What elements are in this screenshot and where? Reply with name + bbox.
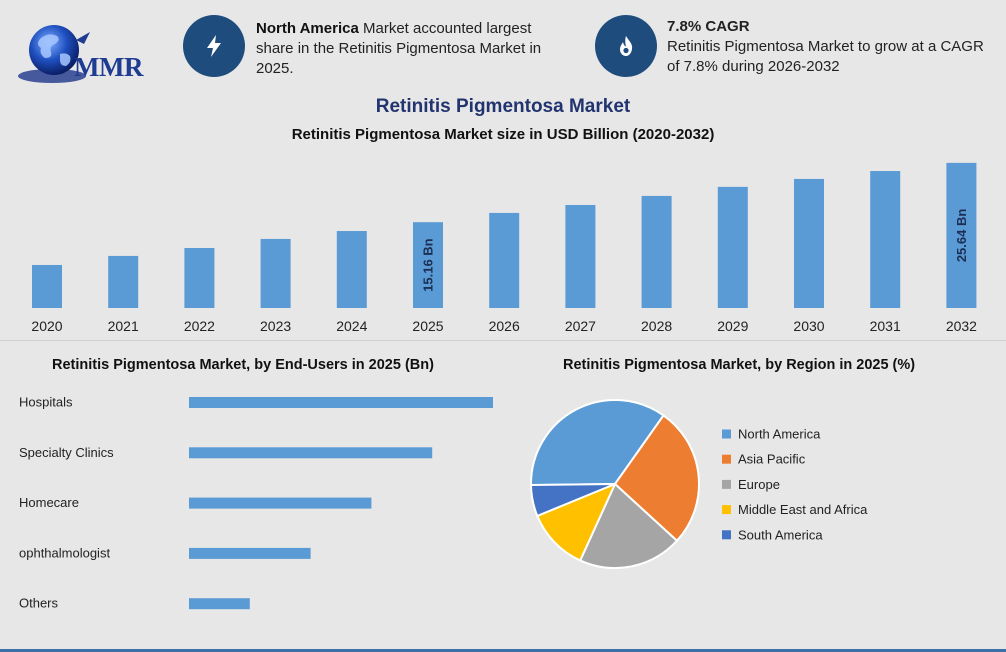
end-user-bar (189, 397, 493, 408)
pie-slice (578, 482, 679, 569)
legend-swatch (722, 429, 731, 439)
bar-2023 (260, 238, 291, 308)
bar-2028 (641, 195, 672, 308)
x-tick-label: 2029 (717, 318, 748, 334)
x-tick-label: 2025 (412, 318, 443, 334)
end-users-bar-chart: Hospitals Specialty Clinics Homecare ophtha… (19, 395, 493, 611)
info-north-america: North America Market accounted largest s… (256, 19, 566, 79)
x-tick-label: 2022 (184, 318, 215, 334)
pie-slice (535, 482, 617, 562)
x-tick-label: 2032 (946, 318, 977, 334)
mmr-logo (18, 25, 90, 83)
info-cagr-text: Retinitis Pigmentosa Market to grow at a… (667, 38, 984, 75)
x-tick-label: 2031 (870, 318, 901, 334)
info-north-america-text: Market accounted largest share in the Re… (256, 20, 542, 77)
legend-swatch (722, 479, 731, 489)
bar-2022 (184, 248, 215, 308)
legend-label: North America (738, 427, 821, 442)
pie-slice (529, 483, 616, 518)
x-tick-label: 2026 (489, 318, 520, 334)
legend-swatch (722, 505, 731, 515)
bar-2032 (946, 162, 977, 308)
end-user-bar (189, 547, 311, 559)
category-label: Others (19, 596, 59, 611)
bar-2031 (870, 171, 901, 308)
bar-2024 (336, 231, 367, 308)
flame-icon (595, 15, 657, 77)
main-chart-subtitle: Retinitis Pigmentosa Market size in USD … (291, 126, 715, 143)
data-label: 15.16 Bn (421, 238, 436, 292)
bar-2020 (32, 264, 62, 308)
x-tick-label: 2027 (565, 318, 596, 334)
section-divider (0, 340, 1006, 341)
pie-slice (613, 414, 700, 543)
end-user-bar (189, 598, 250, 610)
category-label: ophthalmologist (19, 545, 110, 560)
legend-swatch (722, 454, 731, 464)
category-label: Homecare (19, 495, 79, 510)
end-users-chart-title: Retinitis Pigmentosa Market, by End-User… (52, 357, 434, 373)
x-tick-label: 2028 (641, 318, 672, 334)
x-tick-label: 2021 (108, 318, 139, 334)
info-cagr-bold: 7.8% CAGR (667, 18, 750, 35)
legend-label: Asia Pacific (738, 452, 806, 467)
legend-label: Europe (738, 477, 780, 492)
legend-label: Middle East and Africa (738, 502, 868, 517)
bar-2021 (108, 255, 139, 308)
end-user-bar (189, 497, 372, 509)
category-label: Hospitals (19, 395, 73, 410)
region-chart-title: Retinitis Pigmentosa Market, by Region i… (563, 357, 916, 373)
market-size-bar-chart: 2020 2021 2022 2023 2024 2025 2026 2027 2028 2029… (31, 162, 977, 334)
legend-swatch (722, 530, 731, 540)
legend-label: South America (738, 527, 823, 542)
info-cagr: 7.8% CAGR Retinitis Pigmentosa Market to… (667, 17, 987, 77)
x-tick-label: 2024 (336, 318, 367, 334)
bar-2030 (794, 178, 824, 308)
pie-slice (530, 399, 665, 487)
x-tick-label: 2020 (31, 318, 62, 334)
bar-2027 (565, 204, 596, 308)
x-tick-label: 2030 (793, 318, 824, 334)
end-user-bar (189, 447, 433, 459)
bar-2026 (489, 212, 520, 308)
bottom-border (0, 649, 1006, 652)
logo-text: MMR (74, 52, 143, 82)
page-title: Retinitis Pigmentosa Market (375, 96, 631, 117)
bar-2025 (413, 222, 443, 308)
data-label: 25.64 Bn (954, 209, 969, 263)
region-pie-chart: North America Asia Pacific Europe Middle Ea… (529, 399, 868, 569)
bar-2029 (717, 186, 748, 308)
info-north-america-bold: North America (256, 20, 359, 37)
lightning-icon (183, 15, 245, 77)
category-label: Specialty Clinics (19, 445, 114, 460)
x-tick-label: 2023 (260, 318, 291, 334)
